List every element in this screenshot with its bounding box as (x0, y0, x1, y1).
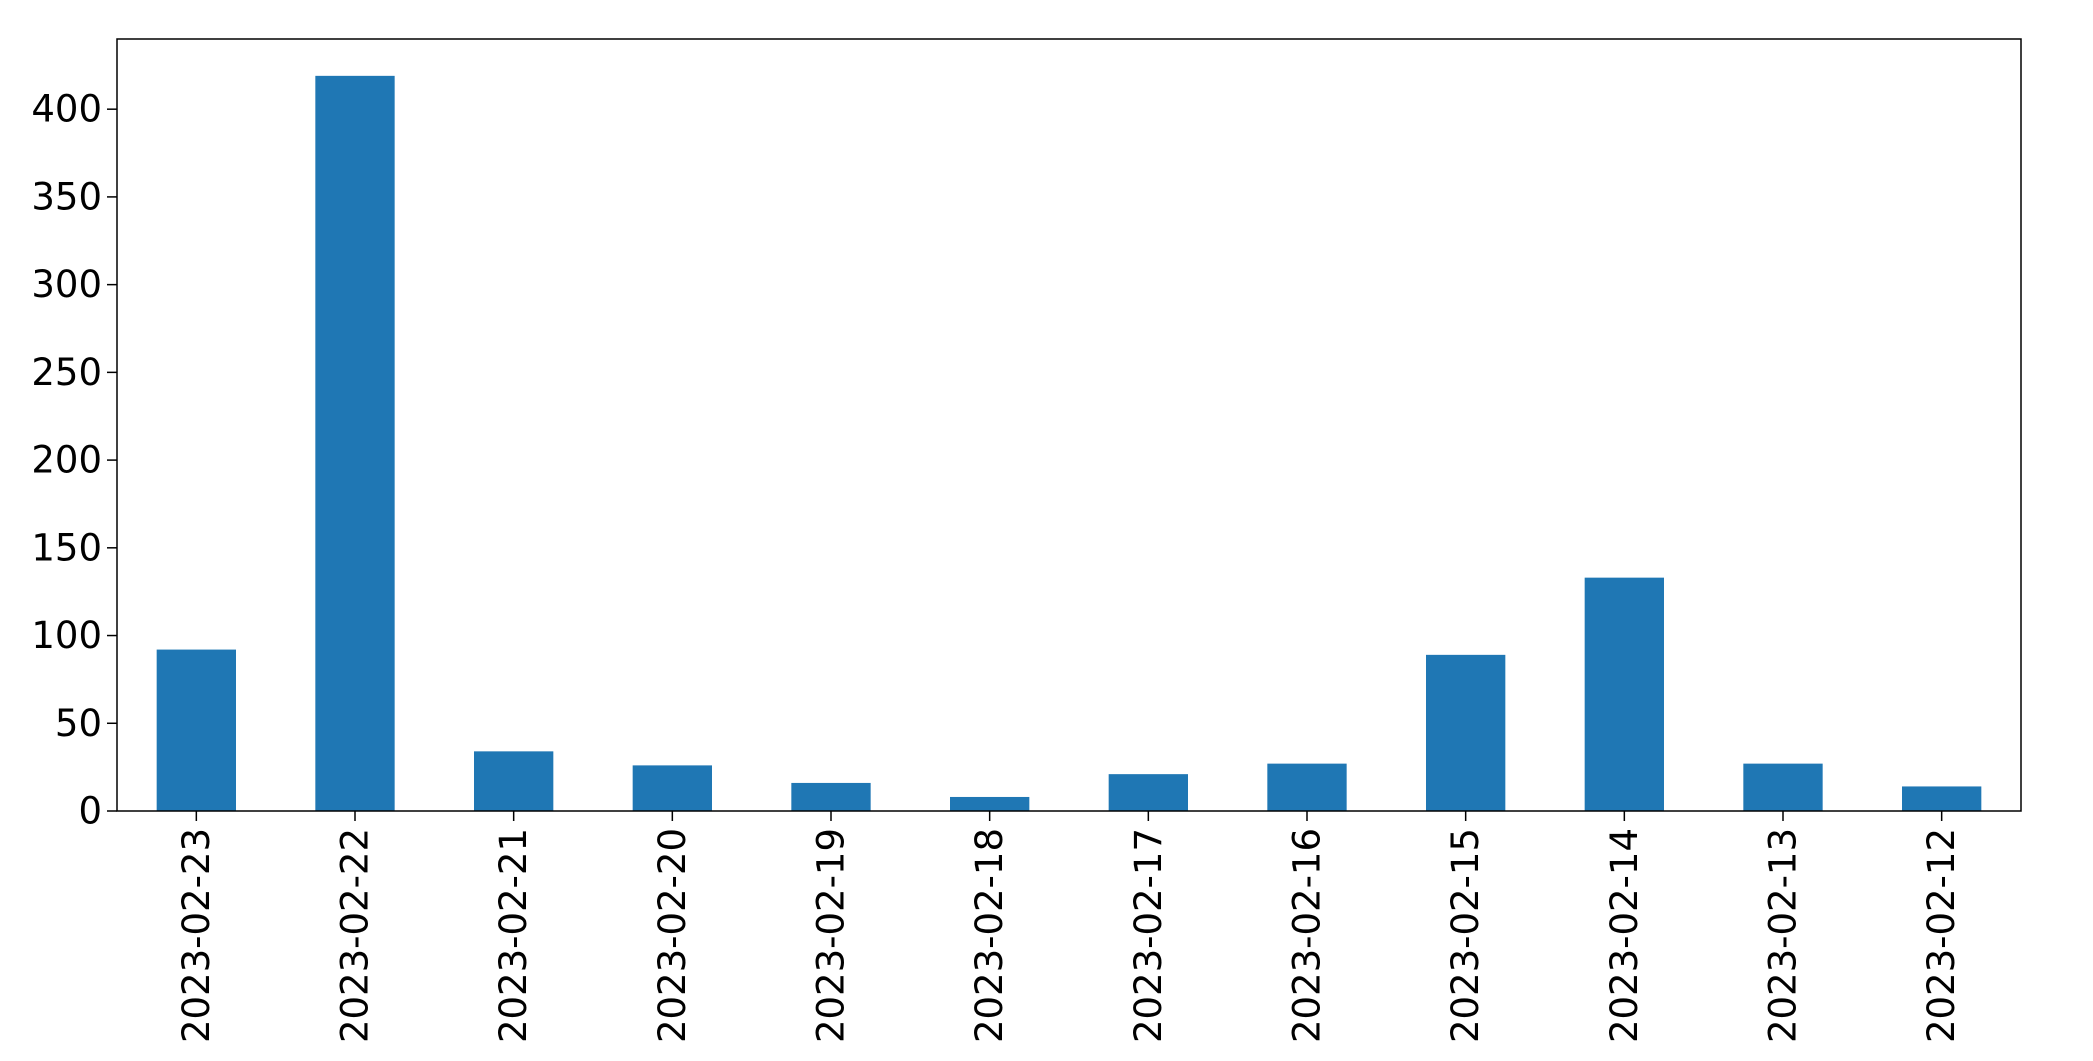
x-tick-label: 2023-02-17 (1127, 828, 1170, 1043)
bar-2023-02-14 (1584, 577, 1664, 811)
y-tick-label: 150 (31, 526, 102, 569)
bar-2023-02-16 (1267, 763, 1347, 811)
bar-2023-02-17 (1108, 774, 1188, 811)
x-tick-label: 2023-02-13 (1762, 828, 1805, 1043)
plot-frame (116, 38, 2022, 812)
y-tick-label: 300 (31, 263, 102, 306)
y-tick-label: 400 (31, 88, 102, 131)
y-tick-label: 250 (31, 351, 102, 394)
bar-2023-02-12 (1902, 786, 1982, 811)
bar-2023-02-20 (632, 765, 712, 811)
bar-2023-02-22 (315, 75, 395, 812)
y-tick-label: 100 (31, 614, 102, 657)
x-tick-label: 2023-02-20 (651, 828, 694, 1043)
x-tick-label: 2023-02-15 (1444, 828, 1487, 1043)
x-tick-label: 2023-02-12 (1920, 828, 1963, 1043)
x-tick-label: 2023-02-22 (334, 828, 377, 1043)
bar-2023-02-19 (791, 782, 871, 811)
y-tick-label: 50 (55, 702, 102, 745)
x-tick-label: 2023-02-14 (1603, 828, 1646, 1043)
y-tick-label: 200 (31, 439, 102, 482)
x-tick-label: 2023-02-23 (175, 828, 218, 1043)
x-tick-label: 2023-02-19 (810, 828, 853, 1043)
bar-2023-02-18 (950, 796, 1030, 811)
y-axis: 0 50 100 150 200 250 300 350 400 (31, 88, 117, 833)
bar-2023-02-13 (1743, 763, 1823, 811)
x-axis: 2023-02-23 2023-02-22 2023-02-21 2023-02-20… (175, 811, 1963, 1043)
x-tick-label: 2023-02-16 (1286, 828, 1329, 1043)
bars-group (156, 75, 1982, 812)
y-tick-label: 350 (31, 175, 102, 218)
x-tick-label: 2023-02-18 (968, 828, 1011, 1043)
bar-2023-02-15 (1426, 654, 1506, 811)
bar-2023-02-21 (474, 751, 554, 811)
y-tick-label: 0 (78, 790, 102, 833)
bar-2023-02-23 (156, 649, 236, 811)
x-tick-label: 2023-02-21 (492, 828, 535, 1043)
